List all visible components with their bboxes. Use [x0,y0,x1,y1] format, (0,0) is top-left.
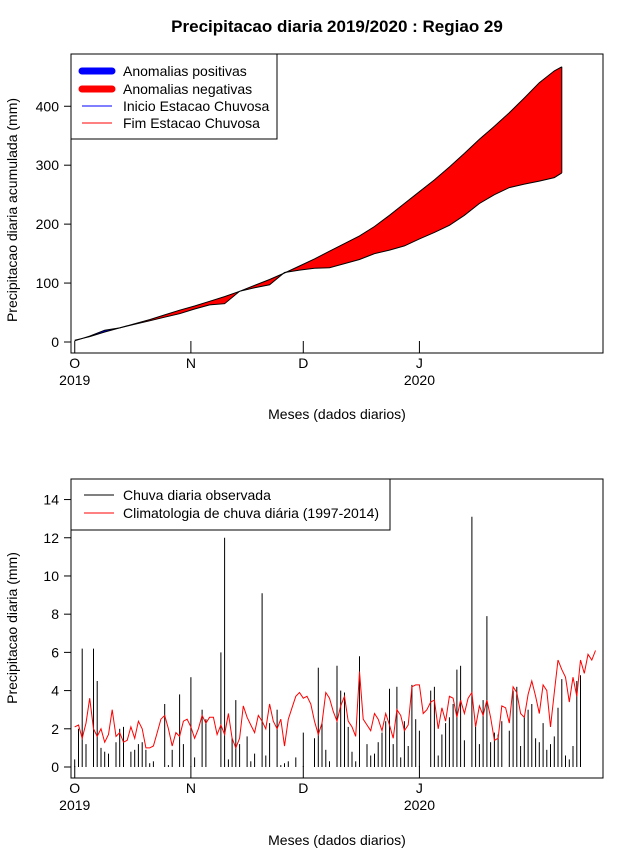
top-y-tick-label: 400 [36,98,60,114]
top-y-tick-label: 0 [51,334,59,350]
bottom-x-tick-label: O [69,780,80,796]
bottom-y-tick-label: 14 [43,492,59,508]
bottom-x-tick-year: 2019 [59,797,90,813]
top-x-tick-label: N [186,355,196,371]
negative-anomaly-area [286,66,562,273]
bottom-y-tick-label: 12 [43,530,59,546]
bottom-legend-box [70,478,391,531]
legend-label-season-start: Inicio Estacao Chuvosa [123,98,270,114]
bottom-plot-content [74,516,596,767]
top-chart-title: Precipitacao diaria 2019/2020 : Regiao 2… [171,17,503,36]
bottom-y-tick-label: 8 [51,606,59,622]
top-y-axis-label: Precipitacao diaria acumulada (mm) [4,98,20,322]
top-x-tick-year: 2019 [59,372,90,388]
observed-cumulative-line [74,172,563,342]
bottom-y-axis-label: Precipitacao diaria (mm) [4,552,20,704]
top-y-tick-label: 300 [36,157,60,173]
legend-label-climatology: Climatologia de chuva diária (1997-2014) [123,505,379,521]
top-y-tick-label: 200 [36,216,60,232]
climatology-rain-line [74,650,596,750]
bottom-y-tick-label: 6 [51,644,59,660]
bottom-x-axis-label: Meses (dados diarios) [268,832,406,848]
bottom-x-tick-label: N [186,780,196,796]
bottom-x-tick-label: J [416,780,423,796]
top-x-tick-label: J [416,355,423,371]
top-x-tick-year: 2020 [404,372,435,388]
top-x-axis-label: Meses (dados diarios) [268,406,406,422]
top-x-tick-label: O [69,355,80,371]
bottom-x-tick-label: D [298,780,308,796]
top-x-tick-label: D [298,355,308,371]
top-y-tick-label: 100 [36,275,60,291]
legend-label-observed: Chuva diaria observada [123,487,271,503]
bottom-y-tick-label: 0 [51,759,59,775]
bottom-y-tick-label: 2 [51,721,59,737]
top-y-axis: 0 100 200 300 400 [36,98,72,350]
bottom-y-tick-label: 4 [51,683,59,699]
legend-label-negative: Anomalias negativas [123,81,252,97]
legend-label-season-end: Fim Estacao Chuvosa [123,115,260,131]
top-chart: Precipitacao diaria 2019/2020 : Regiao 2… [4,17,604,422]
bottom-legend: Chuva diaria observada Climatologia de c… [70,478,391,531]
bottom-x-tick-year: 2020 [404,797,435,813]
legend-label-positive: Anomalias positivas [123,63,247,79]
climatology-cumulative-line [74,66,563,341]
top-plot-content [74,66,563,342]
bottom-y-tick-label: 10 [43,568,59,584]
bottom-y-axis: 0 2 4 6 8 10 12 14 [43,492,72,775]
top-legend: Anomalias positivas Anomalias negativas … [70,53,278,140]
